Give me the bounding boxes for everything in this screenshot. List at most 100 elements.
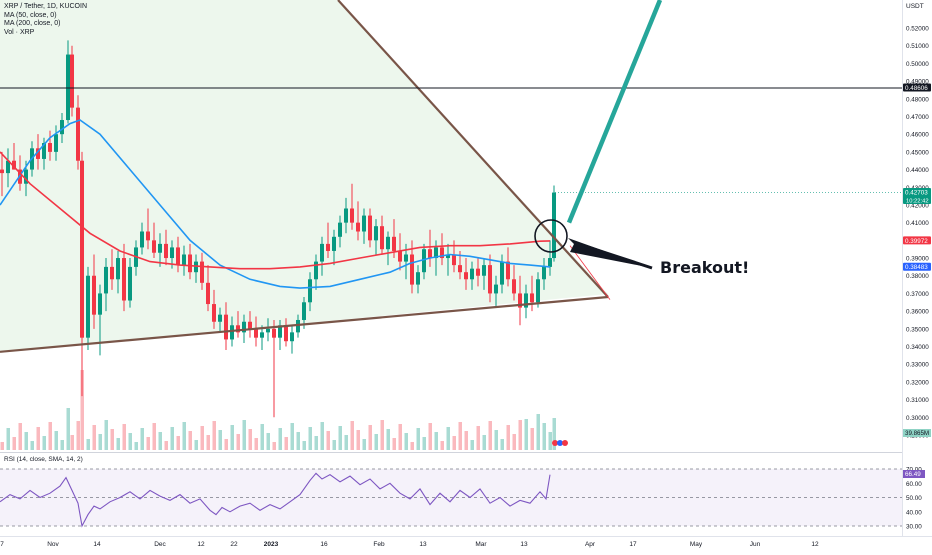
candle-body	[506, 261, 510, 280]
triangle-edge	[569, 245, 609, 298]
volume-bar	[242, 420, 246, 450]
volume-bar	[86, 439, 90, 450]
volume-tag-value: 39.865M	[905, 430, 929, 437]
volume-bar	[374, 434, 378, 450]
volume-bar	[158, 432, 162, 450]
candle	[224, 302, 228, 351]
volume-bar	[54, 431, 58, 450]
ma200-legend[interactable]: MA (200, close, 0)	[4, 20, 61, 27]
volume-bar	[470, 440, 474, 450]
volume-bar	[146, 437, 150, 450]
candle	[140, 222, 144, 255]
candle	[188, 243, 192, 280]
candle-body	[338, 222, 342, 237]
volume-bar	[266, 433, 270, 450]
candle-body	[12, 160, 16, 170]
candle	[0, 151, 4, 197]
symbol-title[interactable]: XRP / Tether, 1D, KUCOIN	[4, 3, 87, 10]
candle	[464, 258, 468, 290]
volume-legend[interactable]: Vol · XRP	[4, 28, 35, 36]
volume-bar	[326, 431, 330, 450]
candle-body	[76, 107, 80, 161]
candle	[48, 130, 52, 161]
volume-bar	[36, 427, 40, 450]
volume-bar	[308, 427, 312, 450]
candle-body	[48, 143, 52, 152]
volume-bar	[314, 436, 318, 450]
volume-bar	[212, 421, 216, 450]
volume-bar	[206, 435, 210, 450]
price-tick-label: 0.31000	[906, 397, 929, 404]
candle	[380, 215, 384, 255]
rsi-tag-bg	[903, 470, 925, 479]
candle-body	[92, 275, 96, 315]
candle	[548, 240, 552, 276]
volume-bar	[548, 432, 552, 450]
volume-bar	[272, 442, 276, 450]
volume-bar	[122, 424, 126, 450]
price-tick-label: 0.49000	[906, 79, 929, 86]
candle	[128, 258, 132, 308]
price-tick-label: 0.39000	[906, 256, 929, 263]
volume-bar	[30, 441, 34, 450]
time-tick-label: 13	[520, 541, 528, 548]
candle-body	[290, 332, 294, 342]
price-tick-label: 0.37000	[906, 291, 929, 298]
candle	[66, 40, 70, 124]
candle-body	[488, 265, 492, 294]
candle	[506, 247, 510, 287]
candle-body	[332, 236, 336, 251]
rsi-legend[interactable]: RSI (14, close, SMA, 14, 2)	[4, 456, 83, 463]
volume-bar	[392, 438, 396, 450]
rsi-tick-label: 30.00	[906, 524, 922, 531]
candle-body	[552, 192, 556, 259]
volume-bar	[194, 440, 198, 450]
candle-body	[404, 254, 408, 262]
time-tick-label: Nov	[47, 541, 59, 548]
candle	[308, 272, 312, 312]
volume-bar	[176, 436, 180, 450]
ma50-legend[interactable]: MA (50, close, 0)	[4, 11, 57, 19]
candle-body	[218, 314, 222, 322]
volume-bar	[290, 423, 294, 450]
candle-body	[296, 319, 300, 333]
candle-body	[440, 247, 444, 259]
price-tick-label: 0.51000	[906, 43, 929, 50]
volume-bar	[552, 418, 556, 450]
volume-bar	[482, 435, 486, 450]
candle-body	[24, 169, 28, 184]
volume-bar	[542, 423, 546, 450]
price-tag-value: 0.42703	[905, 190, 928, 197]
candle-body	[60, 120, 64, 135]
price-tick-label: 0.44000	[906, 167, 929, 174]
event-icon	[562, 440, 568, 446]
volume-bar	[410, 442, 414, 450]
rsi-pane[interactable]	[0, 468, 902, 528]
volume-bar	[332, 440, 336, 450]
volume-bar	[152, 423, 156, 450]
event-icon	[552, 440, 558, 446]
ma50-line	[0, 119, 551, 289]
candle-body	[104, 266, 108, 294]
time-tick-label: Jun	[750, 541, 761, 548]
volume-bar	[116, 438, 120, 450]
time-tick-label: 12	[197, 541, 205, 548]
candle-body	[368, 215, 372, 241]
candle	[350, 183, 354, 230]
candle	[362, 208, 366, 244]
candle-body	[398, 250, 402, 262]
candle-body	[542, 266, 546, 280]
time-tick-label: Mar	[475, 541, 487, 548]
candle	[42, 137, 46, 170]
candle-body	[482, 265, 486, 276]
chart-legend: XRP / Tether, 1D, KUCOIN MA (50, close, …	[4, 3, 87, 37]
volume-bar	[248, 429, 252, 450]
candle-body	[410, 254, 414, 285]
volume-bar	[224, 439, 228, 450]
lower-trendline	[0, 295, 609, 353]
volume-bar	[12, 437, 16, 450]
candle-body	[200, 261, 204, 283]
